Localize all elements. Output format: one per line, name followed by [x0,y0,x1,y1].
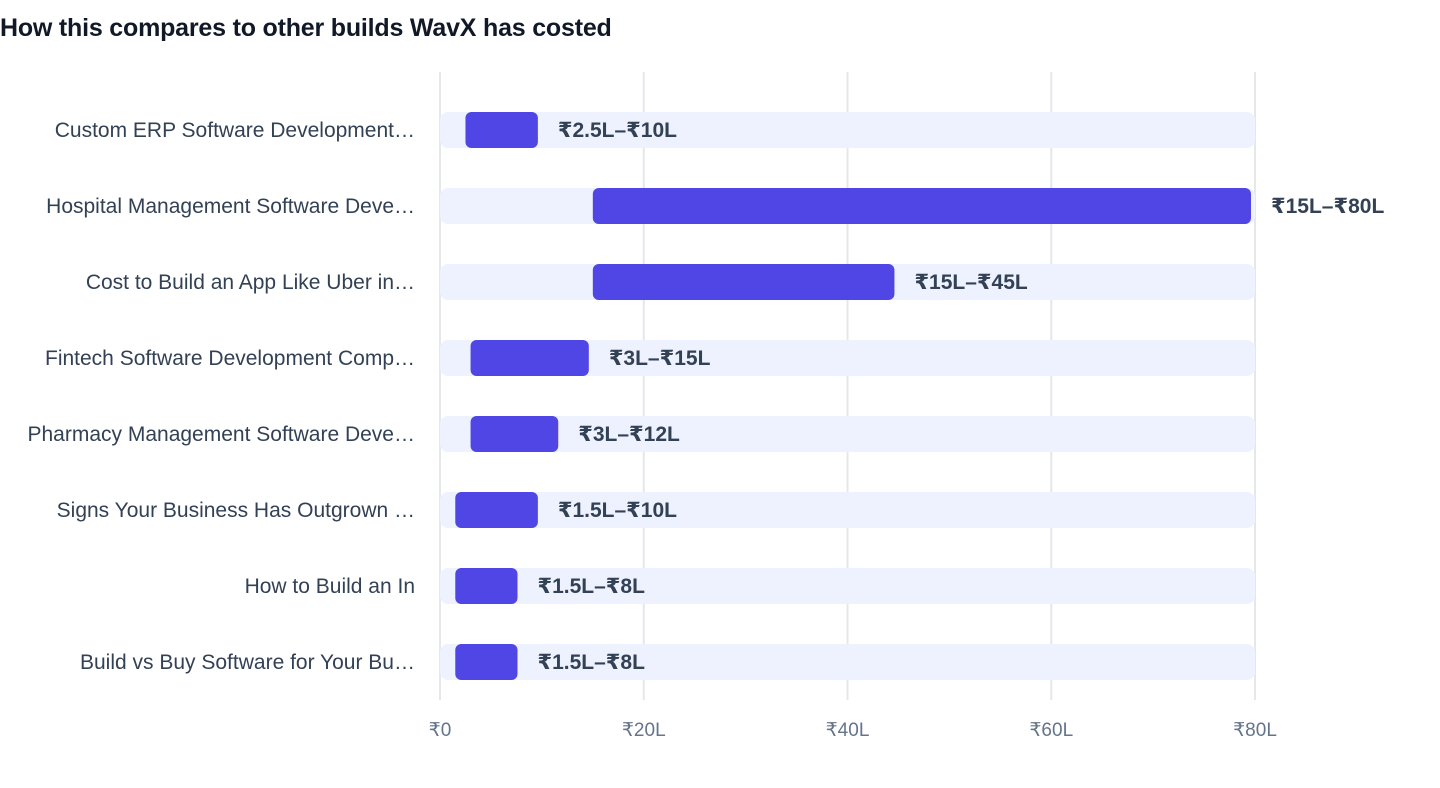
bar-row: Fintech Software Development Comp… ₹3L–₹1… [45,340,1255,376]
category-label: Hospital Management Software Deve… [46,195,415,218]
bar-row: Signs Your Business Has Outgrown … ₹1.5L–… [57,492,1255,528]
chart-title: How this compares to other builds WavX h… [0,14,612,42]
range-bar [455,492,538,528]
value-label: ₹3L–₹15L [609,347,711,370]
x-axis-ticks: ₹0 ₹20L ₹40L ₹60L ₹80L [429,720,1277,741]
bar-row: Custom ERP Software Development… ₹2.5L–₹1… [55,112,1255,148]
range-bar [455,568,518,604]
bar-row: How to Build an In ₹1.5L–₹8L [245,568,1255,604]
x-tick-label: ₹80L [1233,720,1277,741]
bar-row: Build vs Buy Software for Your Bu… ₹1.5L–… [80,644,1255,680]
range-bar [470,416,559,452]
bar-track [440,492,1255,528]
value-label: ₹15L–₹45L [914,271,1027,294]
value-label: ₹2.5L–₹10L [558,119,677,142]
category-label: Signs Your Business Has Outgrown … [57,499,415,522]
value-label: ₹3L–₹12L [578,423,680,446]
range-bar [592,264,895,300]
bar-rows: Custom ERP Software Development… ₹2.5L–₹1… [27,112,1384,680]
x-tick-label: ₹20L [622,720,666,741]
value-label: ₹1.5L–₹10L [558,499,677,522]
x-tick-label: ₹60L [1029,720,1073,741]
bar-track [440,416,1255,452]
value-label: ₹1.5L–₹8L [538,651,646,674]
category-label: Custom ERP Software Development… [55,119,415,142]
category-label: Cost to Build an App Like Uber in… [86,271,415,294]
range-bar [592,188,1251,224]
x-tick-label: ₹40L [826,720,870,741]
bar-track [440,568,1255,604]
gridlines [439,72,1256,700]
value-label: ₹15L–₹80L [1271,195,1384,218]
range-bar [455,644,518,680]
bar-track [440,340,1255,376]
bar-track [440,112,1255,148]
range-bar [470,340,589,376]
category-label: Fintech Software Development Comp… [45,347,415,370]
bar-track [440,644,1255,680]
bar-row: Cost to Build an App Like Uber in… ₹15L–₹… [86,264,1255,300]
range-bar [465,112,538,148]
value-label: ₹1.5L–₹8L [538,575,646,598]
bar-row: Pharmacy Management Software Deve… ₹3L–₹1… [27,416,1255,452]
bar-row: Hospital Management Software Deve… ₹15L–₹… [46,188,1384,224]
category-label: Build vs Buy Software for Your Bu… [80,651,415,674]
category-label: Pharmacy Management Software Deve… [27,423,415,446]
category-label: How to Build an In [245,575,415,598]
x-tick-label: ₹0 [429,720,452,741]
